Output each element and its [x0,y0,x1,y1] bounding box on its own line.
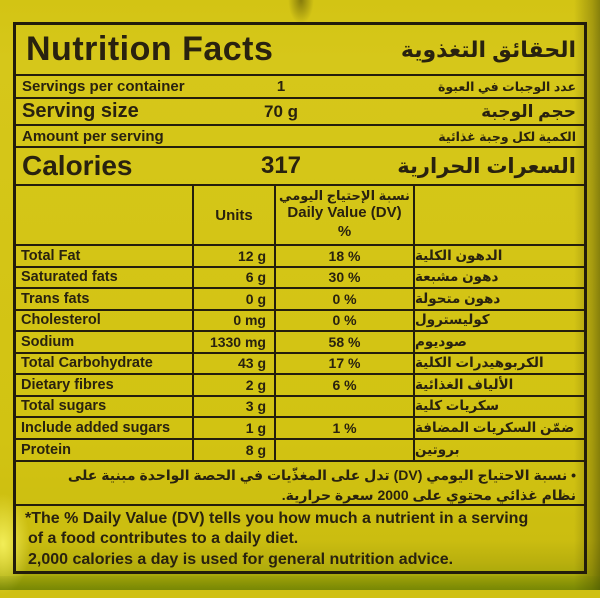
table-header-empty-cell [16,186,192,244]
calories-label-ar: السعرات الحرارية [397,154,576,178]
table-row-total-sugars: Total sugars 3 g سكريات كلية [16,396,584,419]
amount-label-ar: الكمية لكل وجبة غذائية [438,129,576,144]
footnote-english-line3: 2,000 calories a day is used for general… [28,551,454,569]
table-row-dietary-fibres: Dietary fibres 2 g 6 % الألياف الغذائية [16,375,584,397]
table-row-trans-fats: Trans fats 0 g 0 % دهون متحولة [16,289,584,311]
servings-label-ar: عدد الوجبات في العبوة [438,80,576,94]
title-arabic: الحقائق التغذوية [400,36,576,62]
serving-size-row: Serving size 70 g حجم الوجبة [16,99,584,126]
serving-size-label-ar: حجم الوجبة [481,101,576,121]
arabic-column-header-empty-cell [413,186,584,244]
table-row-sodium: Sodium 1330 mg 58 % صوديوم [16,332,584,354]
table-row-total-carbohydrate: Total Carbohydrate 43 g 17 % الكربوهيدرا… [16,353,584,376]
footnote-arabic-line2: نظام غذائي محتوي على 2000 سعرة حرارية. [281,486,576,503]
dv-header-percent: % [337,223,352,241]
daily-value-column-header: نسبة الإحتياج اليومي Daily Value (DV) % [274,186,413,244]
amount-label-en: Amount per serving [22,127,164,145]
table-header-row: Units نسبة الإحتياج اليومي Daily Value (… [16,186,584,246]
servings-label-en: Servings per container [22,78,185,95]
footnote-english: *The % Daily Value (DV) tells you how mu… [16,506,584,571]
bag-fold-highlight [0,478,52,598]
serving-size-label-en: Serving size [22,100,139,122]
table-row-total-fat: Total Fat 12 g 18 % الدهون الكلية [16,246,584,268]
bag-bottom-shadow [0,576,600,590]
table-row-added-sugars: Include added sugars 1 g 1 % ضمّن السكري… [16,418,584,440]
title-row: Nutrition Facts الحقائق التغذوية [16,25,584,76]
table-row-protein: Protein 8 g بروتين [16,439,584,462]
calories-row: Calories 317 السعرات الحرارية [16,148,584,186]
footnote-arabic-line1: • نسبة الاحتياج اليومي (DV) تدل على المغ… [67,466,576,483]
title-english: Nutrition Facts [26,30,274,68]
bag-crease-shadow [288,0,314,24]
table-row-saturated-fats: Saturated fats 6 g 30 % دهون مشبعة [16,267,584,290]
servings-value: 1 [276,78,286,95]
nutrition-facts-label: Nutrition Facts الحقائق التغذوية Serving… [13,22,587,574]
calories-label-en: Calories [22,150,133,181]
amount-per-serving-row: Amount per serving الكمية لكل وجبة غذائي… [16,126,584,148]
footnote-arabic: • نسبة الاحتياج اليومي (DV) تدل على المغ… [16,462,584,506]
units-column-header: Units [192,186,274,244]
footnote-english-line2: of a food contributes to a daily diet. [28,530,299,548]
dv-header-arabic: نسبة الإحتياج اليومي [279,188,410,204]
table-row-cholesterol: Cholesterol 0 mg 0 % كوليسترول [16,310,584,333]
dv-header-english: Daily Value (DV) [287,204,402,222]
footnote-english-line1: *The % Daily Value (DV) tells you how mu… [25,509,529,527]
serving-size-value: 70 g [263,101,299,121]
servings-per-container-row: Servings per container 1 عدد الوجبات في … [16,76,584,99]
calories-value: 317 [260,152,302,179]
